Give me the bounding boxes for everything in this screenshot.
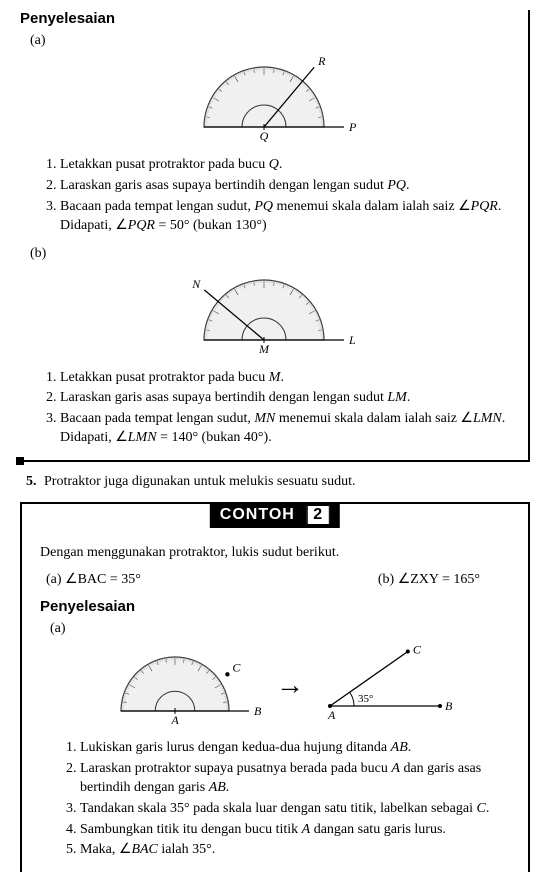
part-a-label-2: (a) bbox=[50, 621, 510, 637]
svg-text:35°: 35° bbox=[358, 693, 373, 705]
steps-list-b: Letakkan pusat protraktor pada bucu M.La… bbox=[60, 369, 508, 449]
contoh-item-a: (a) ∠BAC = 35° bbox=[46, 571, 141, 588]
svg-text:A: A bbox=[327, 708, 336, 722]
step-item: Laraskan garis asas supaya bertindih den… bbox=[60, 177, 508, 196]
svg-text:N: N bbox=[191, 276, 201, 290]
angle-diagram: A B C 35° bbox=[310, 646, 460, 726]
protractor-b: M L N bbox=[20, 266, 518, 361]
part-a-label-1: (a) bbox=[30, 33, 518, 49]
protractor-a: Q P R bbox=[20, 53, 518, 148]
contoh-items-row: (a) ∠BAC = 35° (b) ∠ZXY = 165° bbox=[46, 571, 480, 588]
statement-5-num: 5. bbox=[26, 474, 37, 489]
svg-text:C: C bbox=[413, 646, 422, 657]
svg-text:M: M bbox=[258, 342, 270, 356]
solution-diagram-row: A B C → A B C 35° bbox=[40, 641, 510, 731]
svg-text:A: A bbox=[170, 713, 179, 726]
contoh-label: CONTOH 2 bbox=[210, 502, 340, 528]
svg-text:B: B bbox=[254, 704, 262, 718]
steps-list-a: Letakkan pusat protraktor pada bucu Q. La… bbox=[60, 156, 508, 236]
svg-text:C: C bbox=[232, 660, 241, 674]
contoh-number: 2 bbox=[306, 505, 330, 525]
contoh-box: CONTOH 2 Dengan menggunakan protraktor, … bbox=[20, 502, 530, 872]
arrow-icon: → bbox=[276, 670, 304, 702]
step-item: Laraskan garis asas supaya bertindih den… bbox=[60, 389, 508, 408]
heading-penyelesaian-2: Penyelesaian bbox=[40, 598, 510, 615]
step-item: Sambungkan titik itu dengan bucu titik A… bbox=[80, 821, 500, 840]
heading-penyelesaian-1: Penyelesaian bbox=[20, 10, 518, 27]
solution-box-1: Penyelesaian (a) Q P R Letakkan pusat prot… bbox=[20, 10, 530, 462]
protractor-solution: A B C bbox=[90, 641, 270, 731]
svg-text:L: L bbox=[348, 333, 356, 347]
step-item: Bacaan pada tempat lengan sudut, MN mene… bbox=[60, 410, 508, 448]
svg-text:R: R bbox=[317, 54, 326, 68]
svg-text:P: P bbox=[348, 120, 357, 134]
statement-5-text: Protraktor juga digunakan untuk melukis … bbox=[44, 474, 355, 489]
contoh-intro: Dengan menggunakan protraktor, lukis sud… bbox=[40, 544, 510, 563]
svg-text:B: B bbox=[445, 699, 453, 713]
step-item: Tandakan skala 35° pada skala luar denga… bbox=[80, 800, 500, 819]
svg-text:Q: Q bbox=[260, 129, 269, 143]
step-item: Laraskan protraktor supaya pusatnya bera… bbox=[80, 760, 500, 798]
step-item: Letakkan pusat protraktor pada bucu Q. bbox=[60, 156, 508, 175]
step-item: Bacaan pada tempat lengan sudut, PQ mene… bbox=[60, 198, 508, 236]
statement-5: 5. Protraktor juga digunakan untuk meluk… bbox=[26, 474, 530, 490]
part-b-label-1: (b) bbox=[30, 246, 518, 262]
step-item: Letakkan pusat protraktor pada bucu M. bbox=[60, 369, 508, 388]
step-item: Maka, ∠BAC ialah 35°. bbox=[80, 841, 500, 860]
contoh-word: CONTOH bbox=[220, 506, 295, 523]
contoh-item-b: (b) ∠ZXY = 165° bbox=[378, 571, 480, 588]
step-item: Lukiskan garis lurus dengan kedua-dua hu… bbox=[80, 739, 500, 758]
